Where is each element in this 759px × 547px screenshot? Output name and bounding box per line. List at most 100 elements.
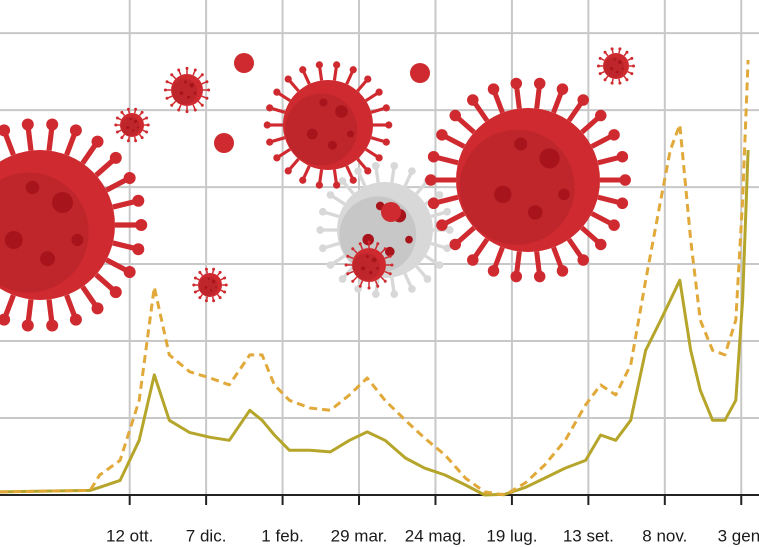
virus-spike-tip	[318, 207, 327, 216]
virus-body	[456, 108, 600, 252]
virus-spike-tip	[114, 123, 118, 127]
virus-spike-tip	[200, 73, 204, 77]
virus-spike-tip	[165, 96, 169, 100]
virus-spike-tip	[115, 130, 119, 134]
virus-dot	[179, 91, 184, 96]
virus-dot	[369, 270, 373, 275]
virus-spike-tip	[224, 283, 228, 287]
virus-spike-tip	[351, 279, 355, 283]
virus-dot	[361, 266, 366, 271]
virus-spike-tip	[21, 118, 34, 131]
virus-spike-tip	[487, 83, 500, 95]
virus-spike-tip	[435, 261, 444, 269]
virus-spike-tip	[46, 319, 59, 332]
virus-dot	[328, 140, 337, 150]
virus-spike-tip	[436, 129, 448, 141]
virus-spike-tip	[163, 88, 167, 92]
virus-spike-tip	[443, 207, 452, 216]
virus-icon	[163, 66, 211, 114]
virus-dot	[204, 285, 208, 289]
virus-spike-tip	[205, 80, 209, 84]
virus-spike-tip	[132, 243, 145, 256]
virus-icon	[114, 107, 150, 143]
virus-spike-tip	[427, 150, 440, 163]
virus-spike-tip	[449, 238, 462, 251]
virus-spike-tip	[177, 108, 181, 112]
virus-spike-tip	[376, 242, 380, 246]
x-tick-label: 3 gen.	[718, 526, 759, 545]
virus-dot	[514, 137, 528, 151]
virus-spike-tip	[326, 191, 335, 199]
virus-spike-tip	[375, 154, 383, 162]
virus-spike-tip	[109, 151, 122, 164]
x-tick-label: 1 feb.	[261, 526, 304, 545]
virus-dot	[371, 257, 377, 263]
x-tick-label: 7 dic.	[186, 526, 227, 545]
decoration	[0, 47, 636, 332]
virus-spike-tip	[382, 104, 390, 112]
virus-spike-tip	[354, 167, 362, 175]
virus-spike-tip	[218, 270, 222, 274]
virus-spike-tip	[170, 73, 174, 77]
virus-spike-tip	[449, 109, 462, 122]
virus-spike-tip	[284, 75, 292, 83]
virus-spike-tip	[596, 64, 600, 68]
virus-spike-tip	[140, 136, 144, 140]
virus-spike-tip	[385, 121, 393, 129]
virus-dot	[385, 246, 395, 257]
virus-spike-tip	[193, 108, 197, 112]
virus-spike-tip	[408, 285, 416, 293]
virus-dot	[613, 58, 616, 61]
virus-spike-tip	[510, 270, 523, 283]
virus-spike-tip	[390, 290, 399, 298]
virus-spike-tip	[598, 56, 602, 60]
virus-spike-tip	[594, 238, 607, 251]
plot: 12 ott. 7 dic. 1 feb. 29 mar. 24 mag. 19 lug.…	[0, 59, 759, 545]
virus-spike-tip	[123, 171, 136, 184]
virus-spike-tip	[423, 275, 432, 283]
virus-spike-tip	[618, 47, 622, 51]
virus-body	[603, 53, 629, 79]
virus-spike-tip	[367, 286, 371, 290]
data-line	[0, 150, 750, 497]
virus-spike-tip	[21, 319, 34, 332]
virus-spike-tip	[632, 64, 636, 68]
virus-spike-tip	[376, 284, 380, 288]
virus-spike-tip	[425, 174, 437, 186]
virus-spike-tip	[427, 197, 440, 210]
virus-spike-tip	[0, 313, 11, 326]
virus-spike-tip	[435, 191, 444, 199]
virus-icon	[596, 47, 636, 85]
virus-spike-tip	[204, 299, 208, 303]
virus-spike-tip	[367, 240, 371, 244]
virus-icon	[192, 267, 228, 303]
virus-spike-tip	[556, 265, 569, 277]
virus-spike-tip	[610, 81, 614, 85]
virus-spike-tip	[212, 299, 216, 303]
virus-dot	[189, 82, 195, 88]
virus-dot	[319, 98, 328, 107]
virus-dot	[183, 80, 187, 84]
virus-dot	[187, 95, 191, 99]
virus-spike-tip	[510, 77, 523, 90]
virus-spike-tip	[134, 139, 138, 143]
virus-spike-tip	[145, 116, 149, 120]
virus-spike-tip	[630, 72, 634, 76]
virus-spike-tip	[135, 219, 148, 231]
virus-spike-tip	[193, 276, 197, 280]
virus-spike-tip	[618, 81, 622, 85]
virus-dot	[215, 286, 217, 289]
virus-spike-tip	[145, 130, 149, 134]
virus-spike-tip	[204, 267, 208, 271]
virus-dot	[376, 267, 379, 270]
virus-spike-tip	[273, 154, 281, 162]
virus-dot	[618, 60, 622, 64]
virus-spike-tip	[207, 88, 211, 92]
virus-dot	[40, 251, 55, 267]
virus-icon	[344, 240, 394, 290]
virus-spike-tip	[315, 61, 323, 69]
virus-spike-tip	[198, 270, 202, 274]
virus-spike-tip	[109, 286, 122, 299]
virus-spike-tip	[123, 266, 136, 279]
